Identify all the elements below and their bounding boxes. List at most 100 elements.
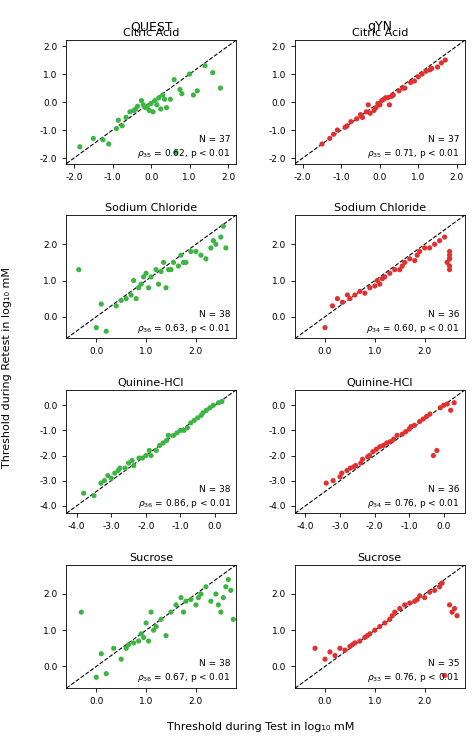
Point [160, 257, 167, 269]
Point [359, 112, 366, 124]
Point [396, 603, 403, 615]
Point [426, 587, 433, 598]
Point [130, 460, 137, 472]
Point [177, 250, 185, 261]
Text: $\rho_{35}$ = 0.71, p < 0.01: $\rho_{35}$ = 0.71, p < 0.01 [367, 147, 459, 160]
Point [76, 141, 83, 152]
Point [202, 581, 210, 592]
Point [370, 105, 378, 116]
Point [391, 606, 399, 618]
Text: N = 36: N = 36 [428, 310, 459, 319]
Text: $\rho_{36}$ = 0.63, p < 0.01: $\rho_{36}$ = 0.63, p < 0.01 [137, 322, 231, 335]
Point [421, 242, 428, 254]
Point [378, 95, 385, 107]
Point [144, 100, 151, 112]
Point [351, 637, 359, 648]
Point [147, 606, 155, 618]
Point [122, 112, 130, 124]
Point [399, 428, 406, 440]
Text: N = 36: N = 36 [428, 484, 459, 494]
Point [159, 437, 167, 449]
Point [328, 300, 336, 312]
Text: N = 35: N = 35 [428, 659, 459, 668]
Point [359, 453, 366, 465]
Point [338, 297, 346, 308]
Point [419, 413, 427, 425]
Point [118, 120, 126, 132]
Point [110, 643, 118, 654]
Point [416, 246, 423, 258]
Point [415, 71, 422, 82]
Point [343, 120, 351, 132]
Point [222, 242, 229, 254]
Point [161, 93, 168, 105]
Point [90, 132, 97, 144]
Point [75, 263, 82, 275]
Point [365, 450, 373, 461]
Point [438, 577, 446, 589]
Point [164, 430, 172, 442]
Point [135, 282, 142, 294]
Point [436, 581, 443, 592]
Point [78, 606, 85, 618]
Point [113, 123, 120, 135]
Point [142, 617, 150, 629]
Point [170, 257, 177, 269]
Point [440, 400, 447, 411]
Point [386, 99, 393, 110]
Point [108, 473, 115, 484]
Point [447, 404, 455, 416]
Point [98, 648, 105, 659]
Point [336, 471, 344, 483]
Point [401, 82, 409, 94]
Point [135, 635, 142, 647]
Point [137, 628, 145, 640]
Point [390, 434, 397, 445]
Point [346, 462, 354, 474]
Point [361, 631, 369, 643]
Point [218, 395, 226, 407]
Point [130, 275, 137, 286]
Point [206, 402, 214, 414]
Title: Sucrose: Sucrose [358, 553, 402, 563]
Point [139, 99, 147, 110]
Point [167, 263, 175, 275]
Point [326, 646, 334, 658]
Title: Sodium Chloride: Sodium Chloride [334, 203, 426, 213]
Point [222, 581, 229, 592]
Point [446, 250, 453, 261]
Point [311, 643, 319, 654]
Point [102, 325, 110, 337]
Point [140, 631, 147, 643]
Point [178, 88, 186, 99]
Point [227, 584, 235, 596]
Point [187, 593, 195, 605]
Point [145, 282, 152, 294]
Point [413, 250, 421, 261]
Point [426, 408, 434, 420]
Point [380, 93, 387, 105]
Point [429, 450, 437, 461]
Point [411, 255, 419, 266]
Point [173, 427, 181, 439]
Title: Quinine-HCl: Quinine-HCl [346, 378, 413, 388]
Point [157, 614, 165, 626]
Point [334, 293, 341, 305]
Point [406, 597, 413, 609]
Point [434, 61, 441, 73]
Point [406, 253, 413, 265]
Point [191, 414, 198, 426]
Point [157, 266, 165, 277]
Point [212, 238, 219, 250]
Point [155, 92, 163, 104]
Point [336, 643, 344, 654]
Point [142, 267, 150, 279]
Point [411, 595, 419, 607]
Point [102, 668, 110, 679]
Point [344, 289, 351, 301]
Point [401, 257, 409, 269]
Point [364, 630, 371, 642]
Point [419, 68, 426, 80]
Point [376, 620, 383, 632]
Point [441, 54, 449, 66]
